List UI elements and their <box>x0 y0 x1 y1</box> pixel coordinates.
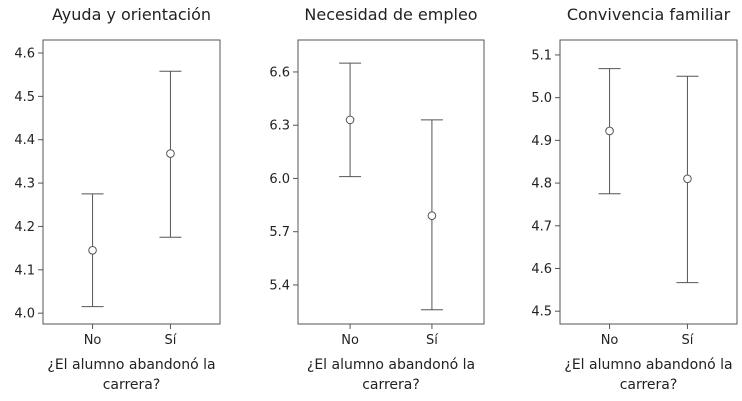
y-tick-label: 4.6 <box>531 262 552 277</box>
y-tick-label: 5.7 <box>269 225 290 240</box>
y-tick-label: 4.2 <box>14 220 35 235</box>
chart-title: Necesidad de empleo <box>304 5 477 24</box>
error-bar-no <box>339 62 362 178</box>
x-axis-label-line2: carrera? <box>620 377 678 393</box>
y-tick-label: 4.8 <box>531 177 552 192</box>
x-tick-label: Sí <box>165 333 177 348</box>
x-tick-label: No <box>341 333 359 348</box>
plot-frame <box>297 39 485 325</box>
mean-point <box>605 126 614 136</box>
error-bar-no <box>598 68 621 195</box>
mean-point <box>427 211 437 221</box>
x-tick-label: No <box>601 333 619 348</box>
y-tick-label: 5.1 <box>531 48 552 63</box>
charts-group: Ayuda y orientación 4.0 4.1 4.2 4.3 4.4 4.5 4.6… <box>14 5 738 393</box>
chart-title: Convivencia familiar <box>567 5 731 24</box>
y-tick-label: 4.6 <box>14 47 35 62</box>
y-tick-label: 4.5 <box>14 90 35 105</box>
x-axis-label-line1: ¿El alumno abandonó la <box>564 357 732 373</box>
y-tick-label: 4.3 <box>14 177 35 192</box>
chart-2: Necesidad de empleo 5.4 5.7 6.0 6.3 6.6 No Sí ¿E… <box>269 5 485 393</box>
y-tick-label: 4.9 <box>531 134 552 149</box>
error-bar-si <box>676 75 699 284</box>
chart-3: Convivencia familiar 4.5 4.6 4.7 4.8 4.9 5.0 5.… <box>531 5 738 393</box>
y-tick-label: 4.0 <box>14 307 35 322</box>
x-tick-label: No <box>84 333 102 348</box>
y-tick-label: 5.0 <box>531 91 552 106</box>
plot-frame <box>42 39 221 325</box>
y-tick-label: 6.6 <box>269 65 290 80</box>
x-axis-label-line2: carrera? <box>362 377 420 393</box>
mean-point <box>683 174 692 184</box>
chart-title: Ayuda y orientación <box>52 5 211 24</box>
x-axis-label-line2: carrera? <box>103 377 161 393</box>
x-axis-label-line1: ¿El alumno abandonó la <box>307 357 475 373</box>
y-tick-label: 4.5 <box>531 305 552 320</box>
y-tick-label: 4.1 <box>14 263 35 278</box>
mean-point <box>166 149 175 158</box>
error-bar-si <box>159 70 182 238</box>
y-tick-label: 4.4 <box>14 133 35 148</box>
mean-point <box>88 245 97 255</box>
y-tick-label: 5.4 <box>269 278 290 293</box>
mean-point <box>345 115 355 125</box>
error-bar-no <box>81 193 104 308</box>
x-tick-label: Sí <box>682 333 694 348</box>
chart-1: Ayuda y orientación 4.0 4.1 4.2 4.3 4.4 4.5 4.6… <box>14 5 221 393</box>
error-bar-si <box>420 119 443 311</box>
x-tick-label: Sí <box>426 333 438 348</box>
plot-frame <box>559 39 738 325</box>
y-tick-label: 4.7 <box>531 219 552 234</box>
y-tick-label: 6.3 <box>269 119 290 134</box>
y-tick-label: 6.0 <box>269 172 290 187</box>
x-axis-label-line1: ¿El alumno abandonó la <box>47 357 215 373</box>
